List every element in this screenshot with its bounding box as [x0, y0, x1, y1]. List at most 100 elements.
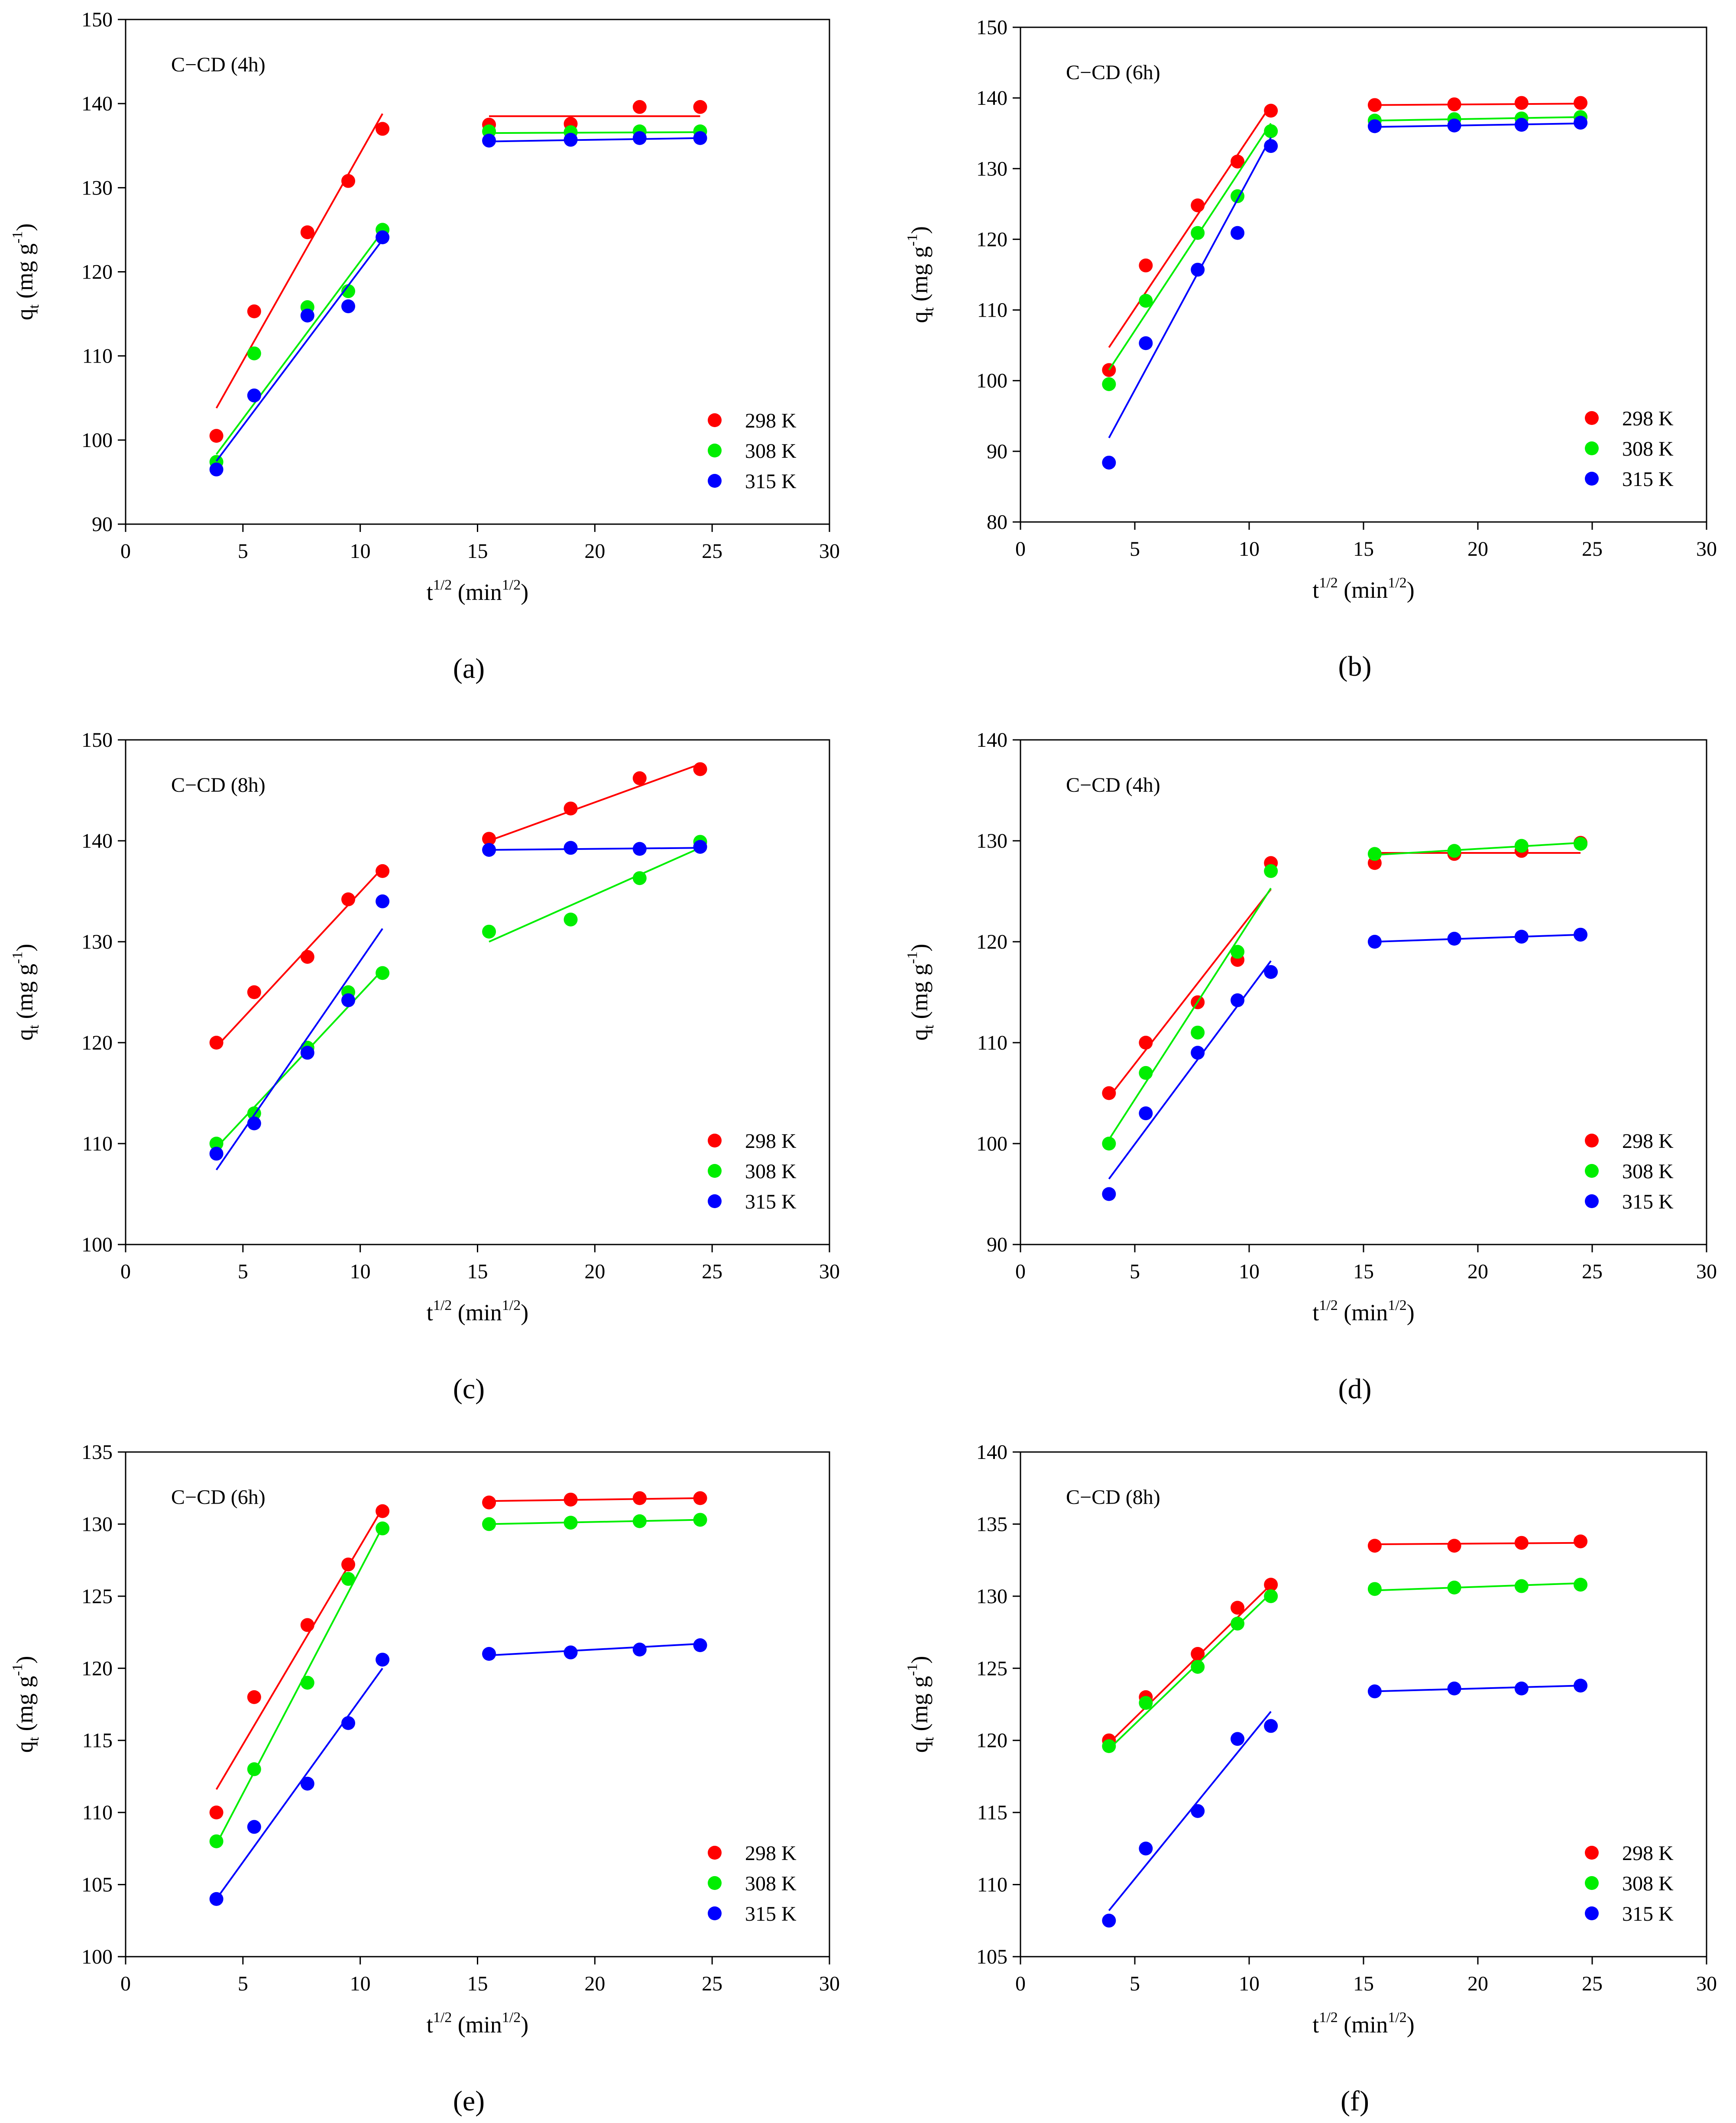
data-point-315k	[1231, 1732, 1245, 1746]
y-axis-title: qt (mg g-1)	[904, 226, 937, 323]
data-point-308k	[1264, 864, 1278, 878]
data-point-315k	[1191, 1804, 1205, 1818]
y-axis-title-sup: -1	[904, 952, 920, 964]
data-point-315k	[247, 1116, 261, 1131]
fit-line-298k	[1374, 103, 1581, 106]
data-point-315k	[632, 842, 647, 856]
y-tick-label: 140	[81, 830, 113, 852]
legend-label: 298 K	[1622, 407, 1674, 430]
y-tick-label: 130	[81, 176, 113, 199]
chart-panel: 0 5 10 15 20 25 30105110115120125130135140t1/2…	[904, 1441, 1717, 2117]
x-tick-label: 5	[238, 1972, 248, 1995]
data-point-298k	[341, 1557, 356, 1572]
y-axis-title-sup: -1	[10, 1664, 26, 1676]
y-axis-title-unit: (mg g	[12, 243, 38, 305]
y-axis-title-sub: t	[921, 1737, 937, 1741]
data-point-315k	[564, 133, 578, 147]
fit-line-298k	[1108, 888, 1272, 1098]
y-axis-title-close: )	[907, 1656, 933, 1664]
legend-label: 298 K	[745, 1130, 797, 1153]
y-tick-label: 135	[81, 1441, 113, 1464]
x-tick-label: 0	[1015, 1972, 1026, 1995]
legend-marker	[1585, 1846, 1599, 1860]
x-tick-label: 0	[1015, 1260, 1026, 1283]
x-axis-title-sup: 1/2	[433, 577, 452, 593]
fit-line-308k	[1108, 1592, 1272, 1750]
x-tick-label: 20	[584, 1260, 605, 1283]
x-tick-label: 10	[350, 1972, 371, 1995]
y-axis-title-sub: t	[26, 1737, 42, 1741]
data-point-308k	[1191, 226, 1205, 240]
fit-line-308k	[1108, 123, 1272, 371]
data-point-298k	[341, 892, 356, 907]
data-point-298k	[564, 1492, 578, 1507]
x-tick-label: 0	[1015, 538, 1026, 561]
data-point-315k	[1102, 1913, 1116, 1928]
y-tick-label: 115	[82, 1729, 113, 1752]
y-tick-label: 120	[81, 1657, 113, 1680]
y-axis-title-main: q	[907, 1029, 933, 1040]
data-point-315k	[1574, 927, 1588, 942]
fit-line-308k	[1374, 116, 1581, 122]
y-tick-label: 120	[81, 1031, 113, 1054]
data-point-298k	[376, 122, 390, 136]
data-point-315k	[693, 131, 707, 145]
x-axis-title: t1/2 (min1/2)	[427, 2010, 528, 2038]
x-tick-label: 20	[584, 1972, 605, 1995]
data-point-315k	[341, 299, 356, 314]
data-point-315k	[1264, 139, 1278, 153]
data-point-298k	[247, 304, 261, 318]
y-axis-title-unit: (mg g	[12, 1676, 38, 1737]
data-point-298k	[1514, 96, 1529, 110]
data-point-315k	[1139, 1106, 1153, 1121]
data-point-308k	[1514, 1579, 1529, 1593]
data-point-315k	[1367, 1684, 1382, 1698]
x-axis-title-close: )	[1407, 2012, 1415, 2038]
data-point-315k	[300, 308, 314, 323]
data-point-315k	[1102, 1187, 1116, 1201]
data-point-315k	[632, 1643, 647, 1657]
data-point-315k	[376, 894, 390, 908]
y-axis-title-sup: -1	[904, 1664, 920, 1676]
plot-frame	[1020, 26, 1707, 523]
y-axis-title-sub: t	[26, 304, 42, 308]
x-axis-title-unit: (min	[1338, 2012, 1388, 2038]
legend-label: 308 K	[745, 1160, 797, 1183]
x-axis-title-main: t	[427, 1300, 433, 1326]
data-point-298k	[1367, 98, 1382, 112]
data-point-308k	[482, 1517, 496, 1531]
fit-line-315k	[215, 928, 383, 1170]
y-tick-label: 110	[82, 345, 113, 368]
y-axis-title-unit: (mg g	[12, 964, 38, 1025]
data-point-298k	[1447, 1539, 1461, 1553]
data-point-315k	[1191, 1046, 1205, 1060]
data-point-298k	[1514, 1536, 1529, 1550]
panel-label: (d)	[1338, 1373, 1372, 1405]
x-axis-title: t1/2 (min1/2)	[427, 1297, 528, 1326]
y-axis-title-sub: t	[26, 1024, 42, 1029]
y-axis-title-close: )	[12, 944, 38, 952]
chart-panel: 0 5 10 15 20 25 30100105110115120125130135t1/2…	[10, 1441, 840, 2117]
x-tick-label: 15	[467, 1972, 488, 1995]
data-point-298k	[1191, 1647, 1205, 1661]
y-tick-label: 110	[977, 1873, 1007, 1896]
data-point-308k	[1102, 377, 1116, 391]
panel-annotation: C−CD (4h)	[1066, 774, 1160, 797]
data-point-315k	[1574, 1679, 1588, 1693]
panel-label: (c)	[453, 1373, 485, 1405]
data-point-308k	[1264, 124, 1278, 138]
fit-line-315k	[489, 1643, 700, 1656]
legend-label: 315 K	[1622, 1903, 1674, 1925]
panel-label: (f)	[1341, 2085, 1369, 2117]
y-tick-label: 140	[976, 87, 1007, 110]
data-point-308k	[1367, 847, 1382, 861]
x-tick-label: 5	[1130, 538, 1140, 561]
data-point-298k	[247, 1690, 261, 1704]
data-point-315k	[1447, 1681, 1461, 1695]
data-point-315k	[1191, 263, 1205, 277]
fit-line-308k	[1374, 842, 1581, 856]
y-tick-label: 100	[81, 1945, 113, 1968]
data-point-298k	[376, 1504, 390, 1518]
y-tick-label: 110	[977, 1031, 1007, 1054]
